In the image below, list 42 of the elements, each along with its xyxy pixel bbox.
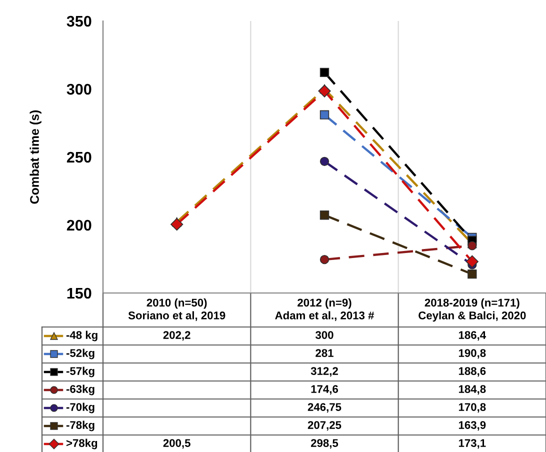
x-tick-label: 2010 (n=50) Soriano et al, 2019 xyxy=(128,298,226,321)
point xyxy=(170,218,184,231)
legend-label: >78kg xyxy=(66,438,98,450)
point xyxy=(466,255,478,268)
legend-label: -57kg xyxy=(66,366,94,378)
point xyxy=(318,84,331,98)
x-tick-label: 2012 (n=9) Adam et al., 2013 # xyxy=(275,298,374,321)
data-label: 312,2 xyxy=(310,367,338,377)
y-tick-label: 350 xyxy=(66,16,92,27)
y-tick-label: 150 xyxy=(67,288,92,299)
data-label: 207,25 xyxy=(308,421,342,431)
data-label: 188,6 xyxy=(458,367,486,377)
data-label: 186,4 xyxy=(458,331,486,341)
data-label: 300 xyxy=(315,331,334,339)
point xyxy=(468,241,477,250)
data-label: 298,5 xyxy=(310,439,338,449)
data-label: 281 xyxy=(316,349,334,357)
legend-label: -63kg xyxy=(66,384,94,396)
point xyxy=(320,156,330,166)
y-tick-label: 250 xyxy=(66,152,92,163)
legend-label: -48 kg xyxy=(66,330,98,342)
x-tick-label: 2018-2019 (n=171) Ceylan & Balci, 2020 xyxy=(418,298,526,322)
point xyxy=(320,68,330,77)
data-label: 184,8 xyxy=(458,385,486,395)
data-label: 163,9 xyxy=(458,421,486,431)
data-label: 190,8 xyxy=(458,349,486,359)
data-label: 202,2 xyxy=(163,331,190,341)
y-tick-label: 200 xyxy=(66,220,92,231)
point xyxy=(320,210,330,220)
data-label: 170,8 xyxy=(458,403,486,413)
legend-label: -52kg xyxy=(66,348,94,360)
point xyxy=(320,254,330,264)
point xyxy=(468,270,477,279)
legend-label: -70kg xyxy=(66,402,94,414)
data-label: 174,6 xyxy=(311,385,338,395)
y-axis-title: Combat time (s) xyxy=(30,110,42,204)
data-label: 200,5 xyxy=(163,439,190,449)
data-label: 173,1 xyxy=(458,439,486,449)
legend-label: -78kg xyxy=(66,420,94,432)
data-label: 246,75 xyxy=(308,403,342,413)
point xyxy=(320,110,330,120)
y-tick-label: 300 xyxy=(66,84,92,95)
